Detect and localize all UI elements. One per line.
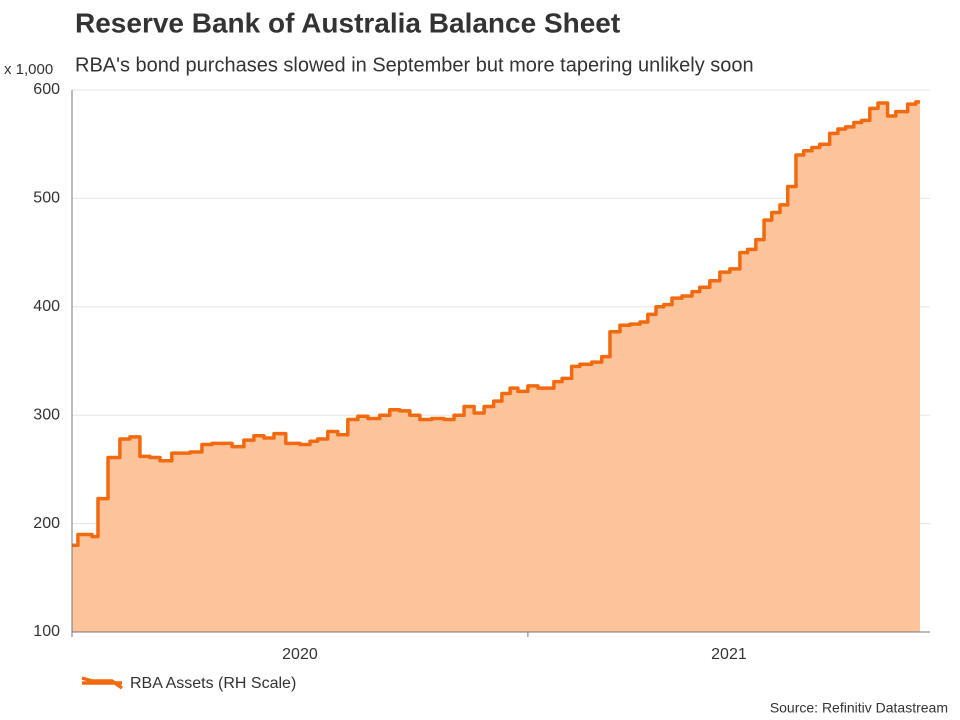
chart-subtitle: RBA's bond purchases slowed in September… [75, 54, 754, 76]
y-tick-label: 300 [33, 406, 60, 423]
line [72, 100, 920, 548]
y-tick-label: 500 [33, 190, 60, 207]
y-tick-label: 600 [33, 81, 60, 98]
x-tick-label: 2021 [711, 646, 747, 663]
chart-title: Reserve Bank of Australia Balance Sheet [75, 7, 620, 38]
y-tick-label: 400 [33, 298, 60, 315]
y-unit: x 1,000 [4, 61, 53, 78]
y-tick-label: 200 [33, 515, 60, 532]
legend-label: RBA Assets (RH Scale) [130, 675, 296, 692]
source: Source: Refinitiv Datastream [770, 700, 948, 716]
legend-swatch-shape [81, 676, 124, 690]
x-tick-label: 2020 [282, 646, 318, 663]
y-tick-label: 100 [33, 623, 60, 640]
area [72, 101, 920, 632]
